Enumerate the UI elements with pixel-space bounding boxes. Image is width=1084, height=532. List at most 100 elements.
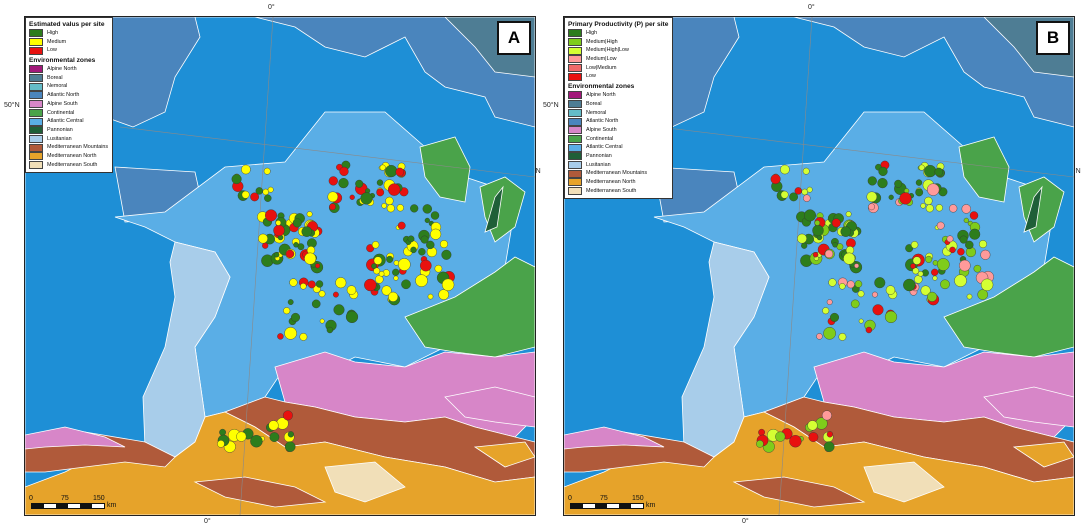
site-marker[interactable] (418, 248, 426, 256)
site-marker[interactable] (285, 249, 295, 259)
site-marker[interactable] (293, 242, 299, 248)
site-marker[interactable] (821, 410, 832, 421)
site-marker[interactable] (283, 307, 291, 315)
site-marker[interactable] (885, 285, 896, 295)
site-marker[interactable] (780, 164, 790, 175)
site-marker[interactable] (264, 209, 277, 222)
site-marker[interactable] (794, 187, 803, 195)
site-marker[interactable] (430, 211, 440, 220)
site-marker[interactable] (850, 299, 860, 309)
site-marker[interactable] (300, 283, 307, 290)
site-marker[interactable] (395, 167, 405, 177)
site-marker[interactable] (407, 235, 415, 243)
site-marker[interactable] (838, 332, 847, 341)
site-marker[interactable] (269, 432, 280, 442)
site-marker[interactable] (371, 263, 377, 269)
site-marker[interactable] (846, 280, 855, 289)
site-marker[interactable] (379, 164, 386, 171)
site-marker[interactable] (927, 183, 940, 196)
site-marker[interactable] (894, 179, 903, 188)
site-marker[interactable] (282, 410, 293, 421)
site-marker[interactable] (335, 277, 347, 289)
site-marker[interactable] (386, 204, 395, 213)
site-marker[interactable] (903, 278, 916, 292)
site-marker[interactable] (401, 279, 411, 290)
site-marker[interactable] (807, 420, 818, 431)
site-marker[interactable] (931, 268, 939, 276)
site-marker[interactable] (287, 299, 294, 305)
site-marker[interactable] (438, 289, 450, 300)
site-marker[interactable] (392, 268, 400, 276)
site-marker[interactable] (949, 246, 956, 254)
site-marker[interactable] (924, 196, 933, 206)
site-marker[interactable] (866, 191, 878, 203)
site-marker[interactable] (371, 241, 380, 249)
site-marker[interactable] (250, 192, 260, 202)
site-marker[interactable] (920, 285, 931, 296)
site-marker[interactable] (319, 318, 325, 324)
site-marker[interactable] (775, 431, 786, 442)
site-marker[interactable] (872, 304, 884, 316)
site-marker[interactable] (430, 228, 442, 240)
site-marker[interactable] (816, 333, 823, 340)
site-marker[interactable] (306, 211, 313, 218)
site-marker[interactable] (364, 278, 377, 292)
site-marker[interactable] (376, 188, 385, 197)
site-marker[interactable] (332, 291, 339, 298)
site-marker[interactable] (420, 235, 429, 244)
site-marker[interactable] (299, 332, 308, 341)
site-marker[interactable] (867, 176, 877, 186)
site-marker[interactable] (385, 196, 394, 206)
site-marker[interactable] (397, 221, 406, 230)
site-marker[interactable] (263, 167, 271, 175)
site-marker[interactable] (375, 275, 384, 284)
site-marker[interactable] (803, 209, 816, 222)
site-marker[interactable] (877, 178, 888, 189)
site-marker[interactable] (291, 312, 301, 322)
site-marker[interactable] (979, 240, 988, 249)
site-marker[interactable] (289, 278, 298, 287)
site-marker[interactable] (304, 252, 317, 265)
site-marker[interactable] (376, 179, 384, 186)
site-marker[interactable] (345, 310, 359, 324)
site-marker[interactable] (871, 291, 878, 298)
site-marker[interactable] (977, 289, 989, 300)
site-marker[interactable] (957, 248, 965, 256)
site-marker[interactable] (802, 167, 810, 175)
site-marker[interactable] (854, 280, 863, 288)
site-marker[interactable] (789, 435, 802, 448)
site-marker[interactable] (949, 204, 958, 213)
site-marker[interactable] (349, 194, 355, 200)
site-marker[interactable] (932, 275, 938, 281)
site-marker[interactable] (264, 194, 272, 202)
site-marker[interactable] (822, 307, 830, 315)
site-marker[interactable] (969, 211, 979, 220)
site-marker[interactable] (826, 299, 833, 305)
site-marker[interactable] (927, 291, 938, 302)
site-marker[interactable] (845, 211, 852, 218)
site-marker[interactable] (275, 220, 282, 226)
site-marker[interactable] (273, 224, 285, 237)
site-marker[interactable] (839, 283, 846, 290)
site-marker[interactable] (865, 326, 873, 334)
site-marker[interactable] (328, 176, 338, 186)
site-marker[interactable] (935, 204, 943, 212)
site-marker[interactable] (388, 183, 401, 196)
site-marker[interactable] (355, 179, 364, 188)
site-marker[interactable] (899, 192, 912, 205)
site-marker[interactable] (385, 165, 398, 178)
site-marker[interactable] (360, 192, 373, 205)
site-marker[interactable] (396, 204, 404, 212)
site-marker[interactable] (311, 299, 321, 309)
site-marker[interactable] (287, 431, 295, 438)
site-marker[interactable] (217, 440, 225, 448)
site-marker[interactable] (965, 240, 974, 250)
site-marker[interactable] (806, 186, 813, 193)
site-marker[interactable] (868, 203, 875, 211)
site-marker[interactable] (959, 235, 968, 244)
site-marker[interactable] (801, 188, 808, 196)
site-marker[interactable] (236, 431, 247, 442)
site-marker[interactable] (854, 263, 860, 269)
site-marker[interactable] (946, 235, 954, 243)
site-marker[interactable] (814, 220, 821, 226)
